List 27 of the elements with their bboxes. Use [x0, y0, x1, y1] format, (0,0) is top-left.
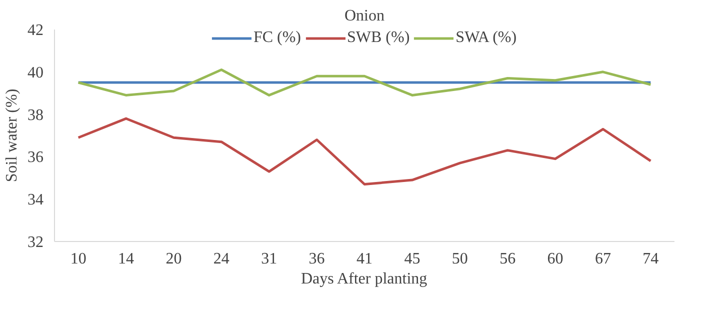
line-series [77, 68, 652, 96]
y-tick-label: 34 [28, 192, 44, 209]
y-tick-label: 42 [28, 22, 44, 39]
y-tick-label: 32 [28, 234, 44, 251]
x-tick-label: 50 [452, 250, 468, 268]
x-tick-label: 67 [594, 250, 611, 268]
x-axis-title: Days After planting [300, 270, 428, 288]
chart-title: Onion [344, 8, 384, 24]
x-tick-label: 31 [261, 250, 278, 268]
x-tick-label: 41 [356, 250, 372, 268]
y-tick-label: 38 [28, 106, 44, 124]
y-tick-label: 40 [28, 64, 44, 82]
y-tick-label: 36 [28, 149, 44, 166]
x-tick-label: 60 [547, 250, 564, 268]
line-series [77, 117, 652, 186]
legend-label: SWA (%) [456, 29, 517, 47]
x-tick-label: 24 [213, 250, 230, 268]
x-tick-label: 36 [308, 250, 325, 268]
y-axis-title: Soil water (%) [4, 88, 20, 182]
x-tick-label: 56 [500, 250, 516, 268]
x-tick-label: 74 [642, 250, 659, 268]
legend-label: FC (%) [253, 29, 302, 47]
x-tick-label: 10 [70, 250, 86, 268]
x-tick-label: 20 [166, 250, 182, 268]
legend-label: SWB (%) [347, 29, 410, 47]
x-tick-label: 45 [404, 250, 420, 268]
x-tick-label: 14 [118, 250, 134, 268]
